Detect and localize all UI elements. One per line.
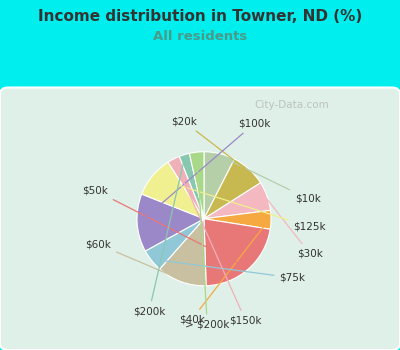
Wedge shape [168,156,204,219]
Text: $50k: $50k [82,186,244,266]
Text: Income distribution in Towner, ND (%): Income distribution in Towner, ND (%) [38,9,362,24]
Wedge shape [142,162,204,219]
Text: $10k: $10k [222,157,321,204]
Wedge shape [204,219,270,286]
Wedge shape [160,219,206,286]
Wedge shape [137,194,204,251]
Text: City-Data.com: City-Data.com [255,100,329,110]
Text: $60k: $60k [85,239,180,279]
Text: All residents: All residents [153,30,247,43]
Wedge shape [145,219,204,269]
Wedge shape [204,183,270,219]
Text: $100k: $100k [141,119,270,221]
Text: $40k: $40k [179,222,267,324]
Wedge shape [189,152,204,219]
Wedge shape [204,210,271,229]
Text: $75k: $75k [156,260,306,283]
Text: > $200k: > $200k [185,157,230,330]
Wedge shape [204,159,260,219]
Text: $30k: $30k [267,199,323,259]
Wedge shape [204,152,234,219]
Text: $150k: $150k [176,163,262,326]
Text: $200k: $200k [133,159,184,316]
Text: $20k: $20k [171,117,246,169]
Text: $125k: $125k [156,178,326,232]
Wedge shape [179,153,204,219]
